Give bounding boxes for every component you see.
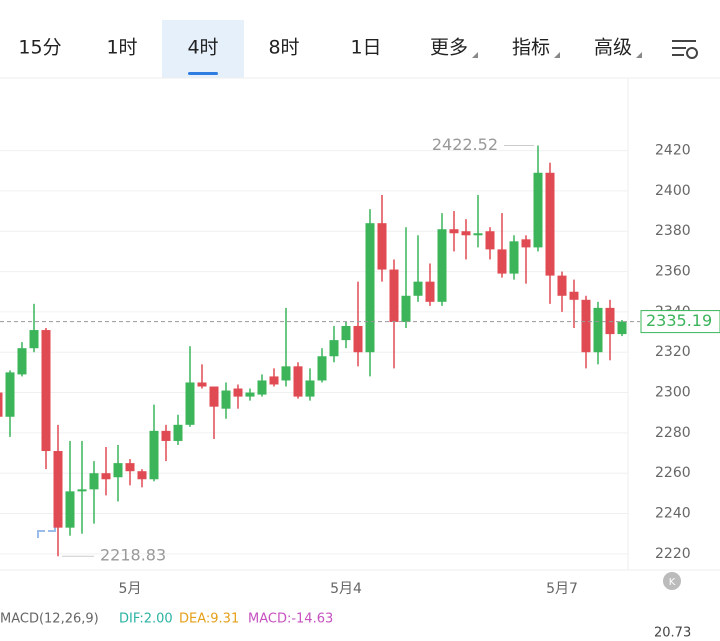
candle-body [509, 241, 519, 274]
macd-dea: DEA:9.31 [179, 612, 239, 627]
candle-body [245, 392, 255, 397]
candle-body [521, 239, 531, 248]
candle-body [65, 491, 75, 528]
candle-body [125, 463, 135, 472]
last-price-label: 2335.19 [646, 311, 712, 330]
plot [0, 145, 628, 557]
candle-body [329, 340, 339, 357]
macd-scale: 20.73 [654, 626, 691, 641]
candle-body [77, 489, 87, 492]
candle-body [389, 269, 399, 322]
candle-body [401, 295, 411, 322]
x-tick-label: 5月 [119, 581, 142, 597]
candle-body [293, 366, 303, 397]
candle-body [233, 388, 243, 397]
candle-body [173, 424, 183, 441]
candle-body [305, 380, 315, 397]
candle-body [377, 223, 387, 270]
candle-body [0, 392, 3, 417]
y-tick-label: 2420 [655, 143, 691, 159]
y-tick-label: 2400 [655, 183, 691, 199]
tab[interactable]: 更多 [430, 37, 468, 59]
candle-body [149, 430, 159, 480]
candle-body [281, 366, 291, 381]
candle-body [557, 275, 567, 296]
candle-body [113, 463, 123, 478]
x-tick-label: 5月7 [546, 581, 578, 597]
candle-body [593, 307, 603, 353]
candle-body [161, 430, 171, 441]
tab-arrow [554, 52, 560, 58]
candle-body [545, 172, 555, 276]
candle-body [41, 330, 51, 452]
x-tick-label: 5月4 [330, 581, 362, 597]
y-tick-label: 2240 [655, 506, 691, 522]
candle-body [209, 386, 219, 407]
candle-body [485, 231, 495, 250]
y-tick-label: 2360 [655, 264, 691, 280]
candle-body [53, 451, 63, 528]
settings-icon[interactable] [672, 40, 698, 59]
tab[interactable]: 1日 [350, 37, 381, 59]
candle-body [497, 249, 507, 274]
candle-body [269, 376, 279, 385]
candle-body [413, 281, 423, 296]
y-tick-label: 2260 [655, 465, 691, 481]
candle-body [605, 307, 615, 335]
candle-body [197, 382, 207, 387]
candle-body [137, 471, 147, 480]
tab-arrow [636, 52, 642, 58]
y-tick-label: 2300 [655, 385, 691, 401]
candle-body [29, 330, 39, 349]
macd-value: MACD:-14.63 [248, 612, 333, 627]
tab[interactable]: 15分 [18, 37, 61, 59]
candle-body [365, 223, 375, 353]
tab[interactable]: 1时 [106, 37, 137, 59]
candle-body [185, 382, 195, 425]
max-label: 2422.52 [432, 135, 498, 154]
candle-body [341, 326, 351, 341]
candle-body [437, 229, 447, 302]
tab-arrow [472, 52, 478, 58]
tab[interactable]: 8时 [268, 37, 299, 59]
candle-body [533, 172, 543, 248]
tab-selected-bg [162, 20, 244, 78]
y-tick-label: 2280 [655, 425, 691, 441]
candle-body [449, 229, 459, 234]
tab[interactable]: 高级 [594, 37, 632, 59]
tab[interactable]: 4时 [187, 37, 218, 59]
y-tick-label: 2220 [655, 546, 691, 562]
candle-body [317, 356, 327, 381]
candle-body [353, 326, 363, 353]
candle-body [221, 390, 231, 409]
macd-name: MACD(12,26,9) [0, 612, 99, 627]
last-price-box [640, 310, 720, 334]
candle-body [17, 348, 27, 375]
candle-body [617, 321, 627, 335]
y-tick-label: 2320 [655, 344, 691, 360]
candle-body [89, 473, 99, 490]
candle-body [581, 299, 591, 353]
expand-icon[interactable] [37, 524, 56, 538]
tab-underline [188, 72, 218, 75]
collapse-icon-k: K [669, 577, 676, 588]
collapse-icon[interactable] [663, 572, 681, 590]
candle-body [5, 372, 15, 417]
candle-body [257, 380, 267, 395]
candle-body [473, 233, 483, 236]
macd-dif: DIF:2.00 [119, 612, 173, 627]
tab[interactable]: 指标 [512, 37, 550, 59]
candle-body [425, 281, 435, 302]
y-tick-label: 2380 [655, 223, 691, 239]
candle-body [101, 473, 111, 480]
min-label: 2218.83 [100, 546, 166, 565]
candle-body [569, 291, 579, 300]
candle-body [461, 231, 471, 236]
